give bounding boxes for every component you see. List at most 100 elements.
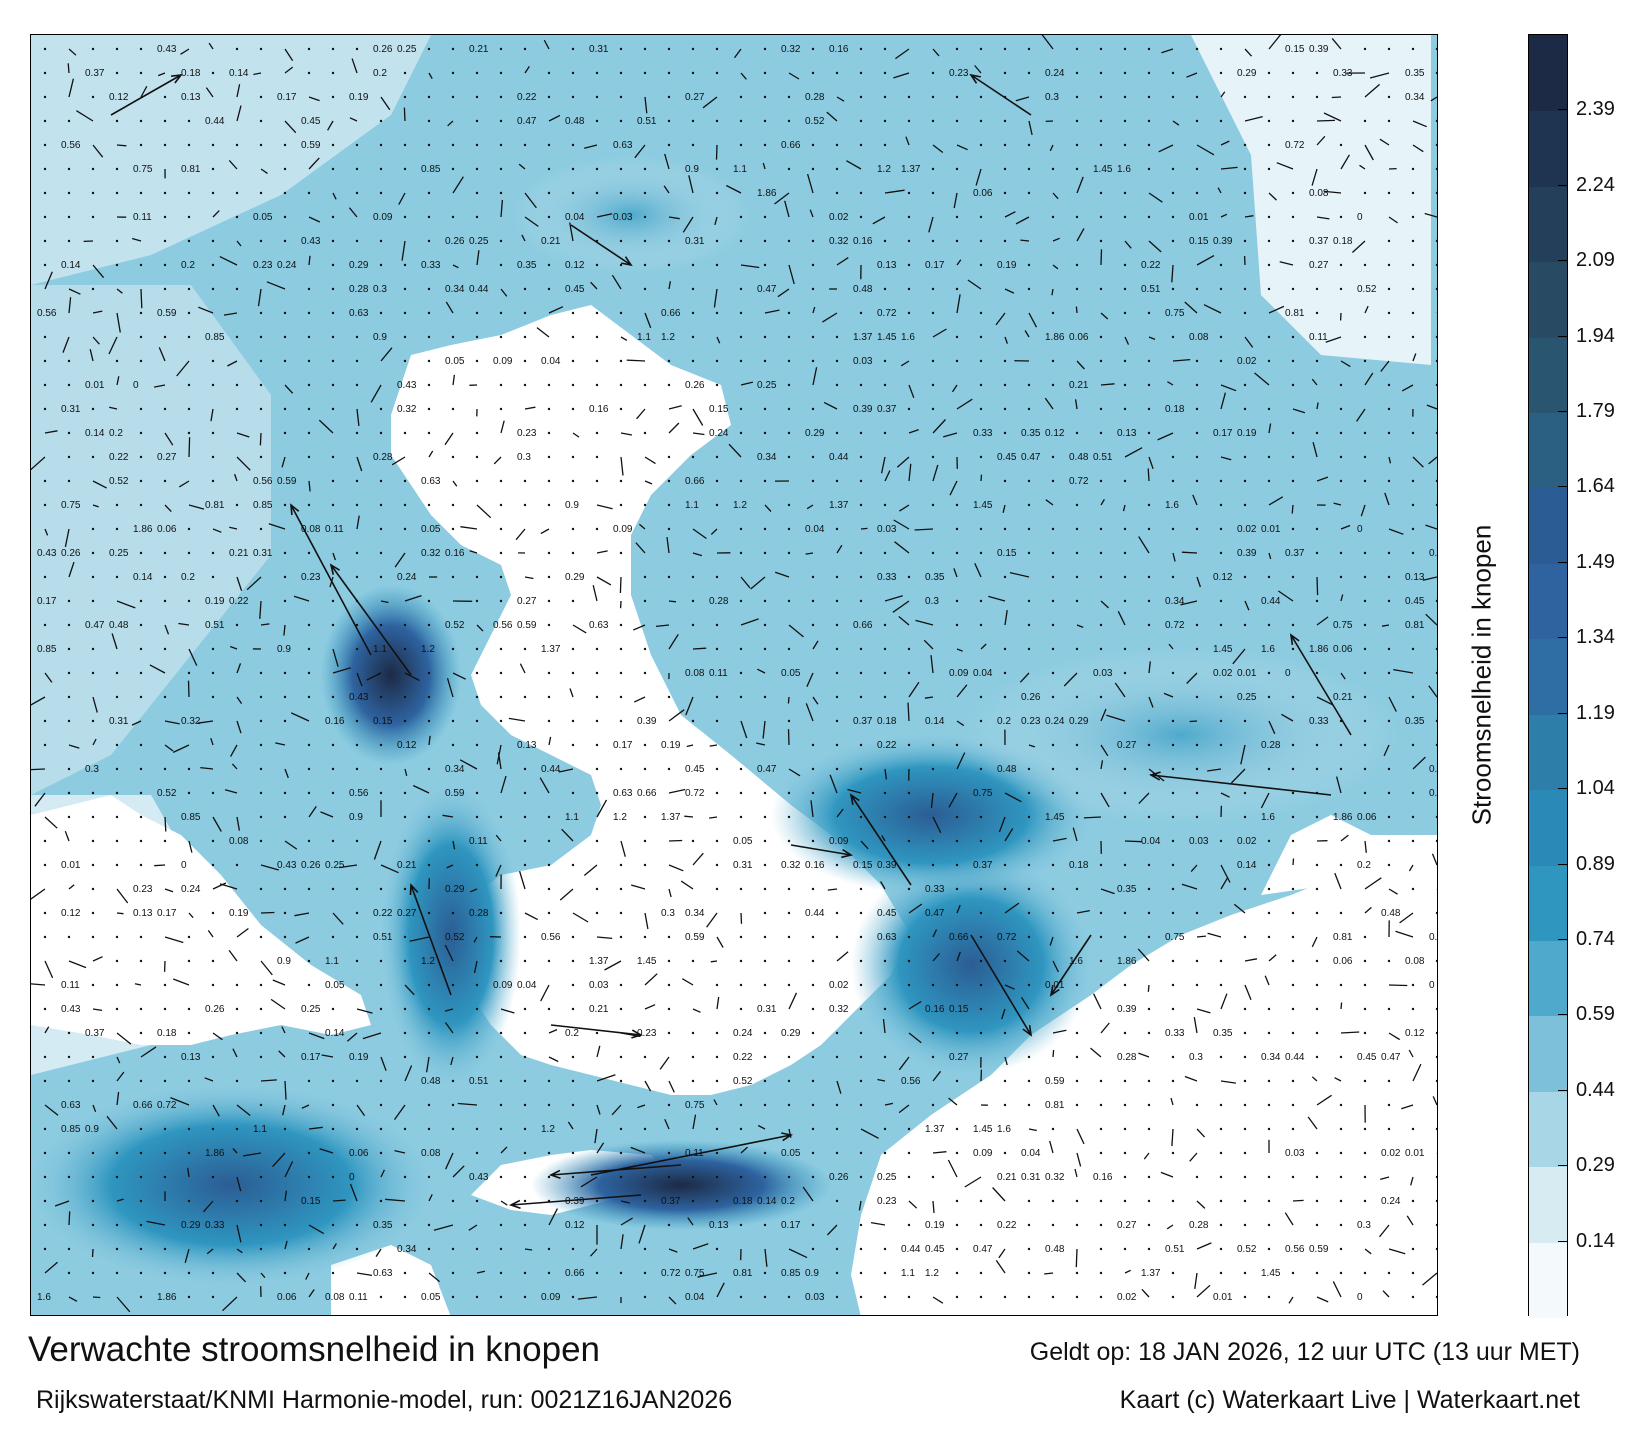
current-arrow — [68, 960, 87, 969]
grid-dot — [307, 71, 311, 75]
grid-dot — [547, 863, 551, 867]
speed-label: 1.37 — [661, 812, 681, 823]
grid-dot — [523, 1007, 527, 1011]
current-arrow — [68, 78, 75, 98]
speed-label: 0.24 — [1045, 716, 1065, 727]
grid-dot — [643, 263, 647, 267]
current-arrow — [92, 336, 100, 345]
grid-dot — [979, 1031, 983, 1035]
grid-dot — [67, 167, 71, 171]
grid-dot — [1363, 767, 1367, 771]
grid-dot — [139, 191, 143, 195]
current-arrow — [1220, 213, 1228, 218]
arrow-head — [781, 1132, 794, 1142]
grid-dot — [1339, 431, 1343, 435]
grid-dot — [1027, 47, 1031, 51]
grid-dot — [643, 239, 647, 243]
grid-dot — [883, 47, 887, 51]
grid-dot — [763, 839, 767, 843]
current-arrow — [956, 398, 973, 410]
grid-dot — [523, 1199, 527, 1203]
current-arrow — [68, 48, 77, 56]
current-arrow — [236, 1224, 242, 1243]
grid-dot — [883, 431, 887, 435]
grid-dot — [331, 239, 335, 243]
grid-dot — [1387, 47, 1391, 51]
speed-label: 0.21 — [541, 236, 561, 247]
current-speed-map[interactable]: 0.43 0.26 0.25 0.21 0.31 0.32 0.16 0.15 0.39 0.37… — [30, 34, 1438, 1316]
grid-dot — [1411, 647, 1415, 651]
grid-dot — [763, 791, 767, 795]
grid-dot — [1315, 1151, 1319, 1155]
legend-color-step — [1529, 939, 1567, 1017]
grid-dot — [667, 1031, 671, 1035]
current-arrow — [428, 72, 433, 80]
speed-label: 0.27 — [157, 452, 177, 463]
grid-dot — [931, 983, 935, 987]
grid-dot — [739, 1295, 743, 1299]
grid-dot — [1267, 71, 1271, 75]
grid-dot — [955, 983, 959, 987]
current-arrow — [1307, 1116, 1318, 1130]
current-arrow — [1196, 1200, 1206, 1209]
current-arrow — [157, 72, 166, 77]
grid-dot — [811, 767, 815, 771]
current-arrow — [1100, 383, 1115, 386]
speed-label: 0.17 — [925, 260, 945, 271]
grid-dot — [811, 1127, 815, 1131]
grid-dot — [643, 1175, 647, 1179]
speed-label: 0.17 — [781, 1220, 801, 1231]
grid-dot — [475, 1127, 479, 1131]
grid-dot — [403, 623, 407, 627]
grid-dot — [1267, 239, 1271, 243]
grid-dot — [1219, 1175, 1223, 1179]
grid-dot — [1099, 479, 1103, 483]
grid-dot — [187, 143, 191, 147]
current-arrow — [495, 864, 502, 877]
grid-dot — [1339, 455, 1343, 459]
grid-dot — [883, 1007, 887, 1011]
grid-dot — [1075, 95, 1079, 99]
grid-dot — [1027, 191, 1031, 195]
grid-dot — [835, 71, 839, 75]
grid-dot — [379, 575, 383, 579]
current-arrow — [332, 192, 337, 200]
speed-label: 0.66 — [949, 932, 969, 943]
grid-dot — [835, 1127, 839, 1131]
speed-label: 0.3 — [1189, 1052, 1203, 1063]
grid-dot — [979, 119, 983, 123]
current-arrow — [740, 264, 760, 269]
grid-dot — [139, 479, 143, 483]
current-arrow — [668, 888, 672, 898]
current-arrow — [351, 58, 358, 74]
current-arrow — [956, 684, 968, 698]
grid-dot — [1075, 743, 1079, 747]
grid-dot — [163, 143, 167, 147]
grid-dot — [595, 167, 599, 171]
speed-label: 0.01 — [1261, 524, 1281, 535]
current-arrow — [1292, 408, 1306, 414]
grid-dot — [1411, 263, 1415, 267]
current-arrow — [948, 1097, 958, 1106]
grid-dot — [643, 839, 647, 843]
grid-dot — [451, 71, 455, 75]
current-arrow — [106, 1115, 118, 1130]
current-arrow — [338, 864, 358, 869]
grid-dot — [139, 599, 143, 603]
grid-dot — [139, 1271, 143, 1275]
current-arrow — [500, 1146, 508, 1154]
grid-dot — [523, 695, 527, 699]
grid-dot — [307, 695, 311, 699]
grid-dot — [1075, 503, 1079, 507]
grid-dot — [1003, 1151, 1007, 1155]
grid-dot — [715, 1175, 719, 1179]
grid-dot — [1123, 1079, 1127, 1083]
arrow-head — [171, 73, 183, 84]
grid-dot — [355, 767, 359, 771]
current-arrow — [272, 1152, 286, 1168]
grid-dot — [1219, 71, 1223, 75]
current-arrow — [1100, 744, 1109, 757]
grid-dot — [955, 839, 959, 843]
grid-dot — [1363, 599, 1367, 603]
grid-dot — [1219, 743, 1223, 747]
